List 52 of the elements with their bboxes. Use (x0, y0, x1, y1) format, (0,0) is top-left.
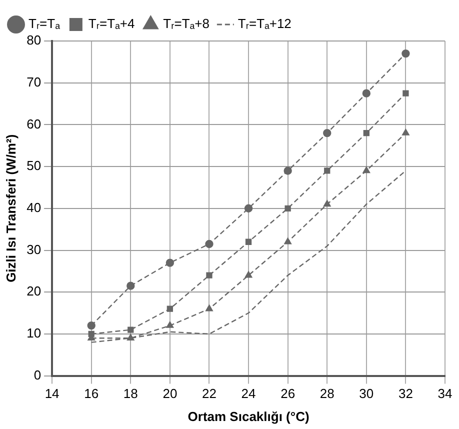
y-tick-label: 10 (26, 326, 42, 341)
point (206, 272, 212, 278)
y-tick-label: 80 (26, 32, 42, 48)
point (166, 321, 174, 328)
legend-label: Tᵣ=Tₐ+12 (238, 16, 292, 32)
point (323, 200, 331, 207)
x-tick-label: 14 (44, 386, 60, 402)
x-tick-label: 24 (241, 386, 256, 402)
point (244, 271, 252, 278)
point (127, 334, 134, 340)
y-tick-label: 60 (26, 116, 42, 132)
y-tick-label: 0 (34, 367, 42, 382)
y-tick-label: 20 (26, 284, 42, 299)
point (166, 258, 174, 267)
point (323, 128, 332, 138)
x-tick-label: 32 (398, 386, 413, 402)
point (284, 205, 291, 212)
x-tick-label: 18 (123, 386, 138, 402)
point (362, 89, 371, 98)
y-tick-label: 40 (26, 200, 42, 215)
x-tick-label: 20 (162, 386, 178, 402)
point (402, 128, 410, 136)
point (324, 168, 330, 174)
point (245, 238, 252, 245)
point (362, 166, 370, 174)
y-tick-label: 70 (26, 74, 42, 90)
point (244, 204, 253, 212)
point (128, 326, 134, 333)
y-axis-title: Gizli Isı Transferi (W/m²) (3, 134, 18, 282)
legend-label: Tᵣ=Tₐ+8 (163, 16, 210, 32)
x-tick-label: 34 (438, 386, 452, 402)
point (205, 240, 214, 248)
point (88, 330, 94, 338)
x-tick-label: 22 (202, 386, 216, 402)
point (166, 306, 174, 312)
point (402, 90, 409, 96)
y-tick-label: 30 (26, 242, 42, 257)
point (284, 238, 292, 244)
x-axis-title: Ortam Sıcaklığı (°C) (188, 408, 310, 424)
legend-label: Tᵣ=Tₐ+4 (88, 16, 135, 32)
legend-label: Tᵣ=Tₐ (28, 16, 60, 32)
y-tick-label: 50 (26, 158, 42, 174)
point (206, 304, 213, 312)
point (402, 49, 410, 58)
x-tick-label: 16 (84, 386, 99, 402)
point (284, 166, 292, 175)
x-tick-label: 28 (320, 386, 334, 402)
point (87, 321, 96, 330)
x-tick-label: 26 (280, 386, 296, 402)
point (363, 130, 370, 136)
point (126, 282, 135, 290)
x-tick-label: 30 (359, 386, 374, 402)
